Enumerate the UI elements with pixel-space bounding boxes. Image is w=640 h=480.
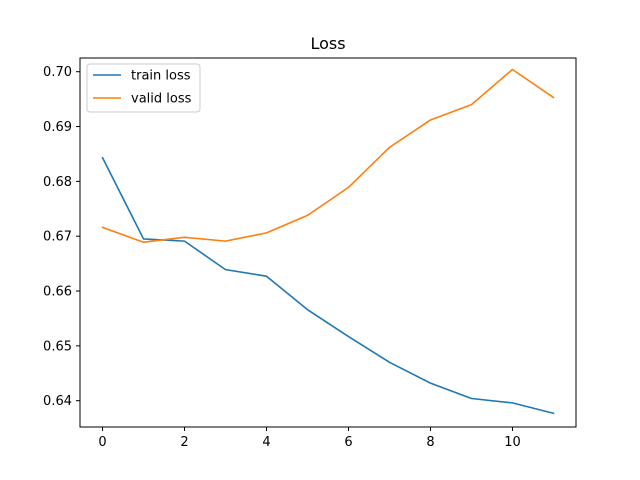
series-line-valid-loss [101, 68, 555, 244]
y-tick-label: 0.66 [43, 285, 72, 300]
x-axis-ticks: 0 2 4 6 8 10 [98, 427, 521, 450]
legend-box [86, 63, 201, 113]
y-tick-label: 0.69 [43, 120, 72, 135]
series-line-train-loss [101, 156, 555, 415]
x-tick-label: 0 [98, 435, 106, 450]
x-tick-label: 4 [262, 435, 270, 450]
chart-title: Loss [310, 34, 345, 53]
legend-label-valid-loss: valid loss [131, 92, 192, 107]
plot-lines [101, 68, 555, 415]
y-tick-label: 0.70 [43, 65, 72, 80]
legend: train loss valid loss [86, 63, 201, 113]
x-tick-label: 10 [504, 435, 521, 450]
legend-label-train-loss: train loss [131, 69, 191, 84]
y-tick-label: 0.64 [43, 394, 72, 409]
y-tick-label: 0.65 [43, 339, 72, 354]
y-tick-label: 0.67 [43, 230, 72, 245]
plot-frame [79, 57, 577, 428]
x-tick-label: 6 [344, 435, 352, 450]
x-tick-label: 2 [180, 435, 188, 450]
y-tick-label: 0.68 [43, 175, 72, 190]
x-tick-label: 8 [426, 435, 434, 450]
y-axis-ticks: 0.64 0.65 0.66 0.67 0.68 0.69 0.70 [43, 65, 80, 409]
